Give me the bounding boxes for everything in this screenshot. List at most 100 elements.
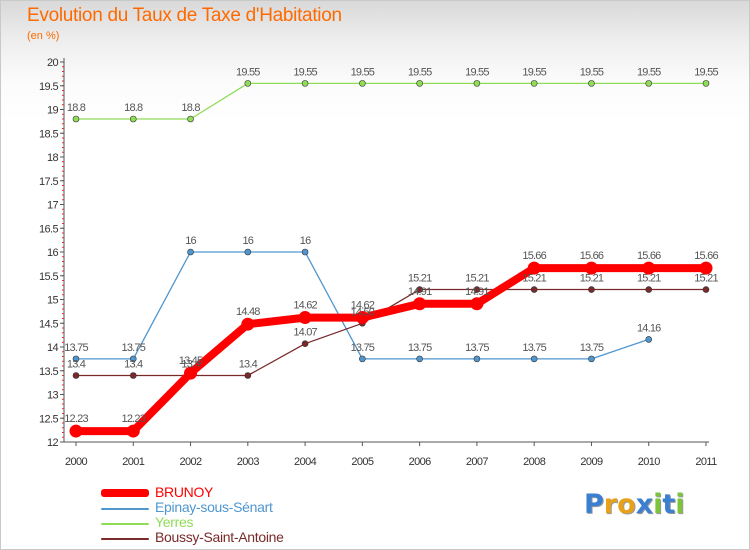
data-label: 19.55	[522, 66, 546, 78]
data-point	[355, 311, 369, 325]
data-point	[72, 115, 80, 123]
x-tick-label: 2000	[65, 456, 88, 468]
legend-swatch	[101, 523, 149, 525]
logo-letter: P	[584, 489, 604, 520]
data-label: 15.21	[694, 273, 718, 285]
data-point	[588, 355, 595, 363]
data-point	[241, 317, 255, 331]
x-tick-label: 2010	[638, 456, 661, 468]
series-line-3	[75, 288, 707, 377]
y-tick-label: 15.5	[39, 271, 58, 283]
legend-label: Boussy-Saint-Antoine	[155, 529, 284, 545]
data-point	[584, 261, 598, 275]
data-point	[470, 297, 484, 311]
legend-swatch	[101, 538, 149, 540]
y-tick-label: 18	[47, 152, 59, 164]
data-label: 13.4	[67, 359, 86, 371]
y-tick-label: 17	[47, 200, 59, 212]
data-label: 19.55	[408, 66, 432, 78]
logo-letter: x	[635, 489, 654, 520]
data-label: 16	[300, 235, 311, 247]
data-point	[244, 80, 252, 87]
data-label: 13.75	[580, 342, 604, 354]
data-point	[699, 261, 713, 275]
x-tick-label: 2003	[237, 456, 260, 468]
data-point	[530, 80, 538, 87]
data-point	[642, 261, 656, 275]
proxiti-logo: Proxiti	[584, 489, 685, 520]
axes: 12 12.5 13 13.5 14 14.5 15 15.5 16 16.5 17 17.5 18 18…	[39, 57, 718, 468]
logo-letter: i	[675, 489, 685, 520]
data-labels: 12.23 12.23 13.45 14.48 14.62 14.62 14.91 14.91…	[64, 66, 719, 425]
y-tick-label: 14	[47, 342, 59, 354]
data-label: 19.55	[293, 66, 317, 78]
data-label: 15.66	[637, 250, 661, 262]
x-tick-label: 2007	[466, 456, 489, 468]
data-point	[702, 80, 710, 87]
data-label: 13.75	[465, 342, 489, 354]
data-label: 15.21	[408, 273, 432, 285]
data-label: 14.16	[637, 322, 661, 334]
data-point	[301, 80, 309, 87]
logo-letter: t	[662, 489, 676, 520]
data-label: 13.75	[408, 342, 432, 354]
legend-swatch	[101, 508, 149, 510]
data-label: 15.21	[580, 273, 604, 285]
x-tick-label: 2001	[122, 456, 145, 468]
data-point	[645, 336, 653, 343]
data-label: 15.66	[580, 250, 604, 262]
data-label: 15.66	[522, 250, 546, 262]
data-label: 13.4	[124, 359, 143, 371]
data-point	[588, 286, 595, 293]
legend-swatch	[101, 489, 149, 497]
y-tick-label: 19	[47, 105, 59, 117]
data-label: 19.55	[236, 66, 260, 78]
y-tick-label: 17.5	[39, 176, 58, 188]
data-label: 18.8	[181, 102, 200, 114]
data-point	[129, 355, 137, 363]
data-point	[301, 340, 309, 347]
series-points	[69, 80, 713, 438]
chart-title: Evolution du Taux de Taxe d'Habitation	[27, 5, 342, 26]
data-point	[129, 372, 137, 379]
y-tick-label: 19.5	[39, 81, 58, 93]
data-point	[301, 248, 309, 256]
legend-label: Epinay-sous-Sénart	[155, 499, 273, 515]
y-tick-label: 16	[47, 247, 59, 259]
y-tick-label: 14.5	[39, 318, 58, 330]
data-point	[129, 115, 137, 123]
data-point	[530, 355, 538, 363]
data-point	[298, 311, 312, 325]
x-tick-label: 2006	[409, 456, 432, 468]
data-label: 13.45	[179, 355, 203, 367]
x-tick-label: 2008	[523, 456, 546, 468]
data-label: 14.62	[351, 300, 375, 312]
data-label: 14.50	[351, 306, 375, 318]
data-label: 16	[242, 235, 253, 247]
y-tick-label: 12.5	[39, 413, 58, 425]
y-tick-label: 15	[47, 295, 59, 307]
data-label: 14.48	[236, 306, 260, 318]
x-tick-label: 2004	[294, 456, 317, 468]
data-label: 19.55	[694, 66, 718, 78]
x-tick-label: 2002	[180, 456, 203, 468]
data-point	[645, 286, 653, 293]
data-label: 14.62	[293, 300, 317, 312]
data-point	[645, 80, 653, 87]
series-line-2	[75, 82, 707, 120]
data-label: 19.55	[465, 66, 489, 78]
data-point	[416, 355, 423, 363]
data-point	[473, 355, 481, 363]
data-label: 18.8	[124, 102, 143, 114]
data-point	[413, 297, 427, 311]
data-point	[187, 248, 194, 256]
data-point	[72, 355, 80, 363]
data-point	[244, 372, 252, 379]
logo-letter: r	[603, 489, 618, 520]
series-lines	[72, 82, 710, 436]
y-tick-label: 18.5	[39, 128, 58, 140]
data-point	[416, 80, 423, 87]
data-label: 16	[185, 235, 196, 247]
chart-subtitle: (en %)	[27, 30, 60, 42]
